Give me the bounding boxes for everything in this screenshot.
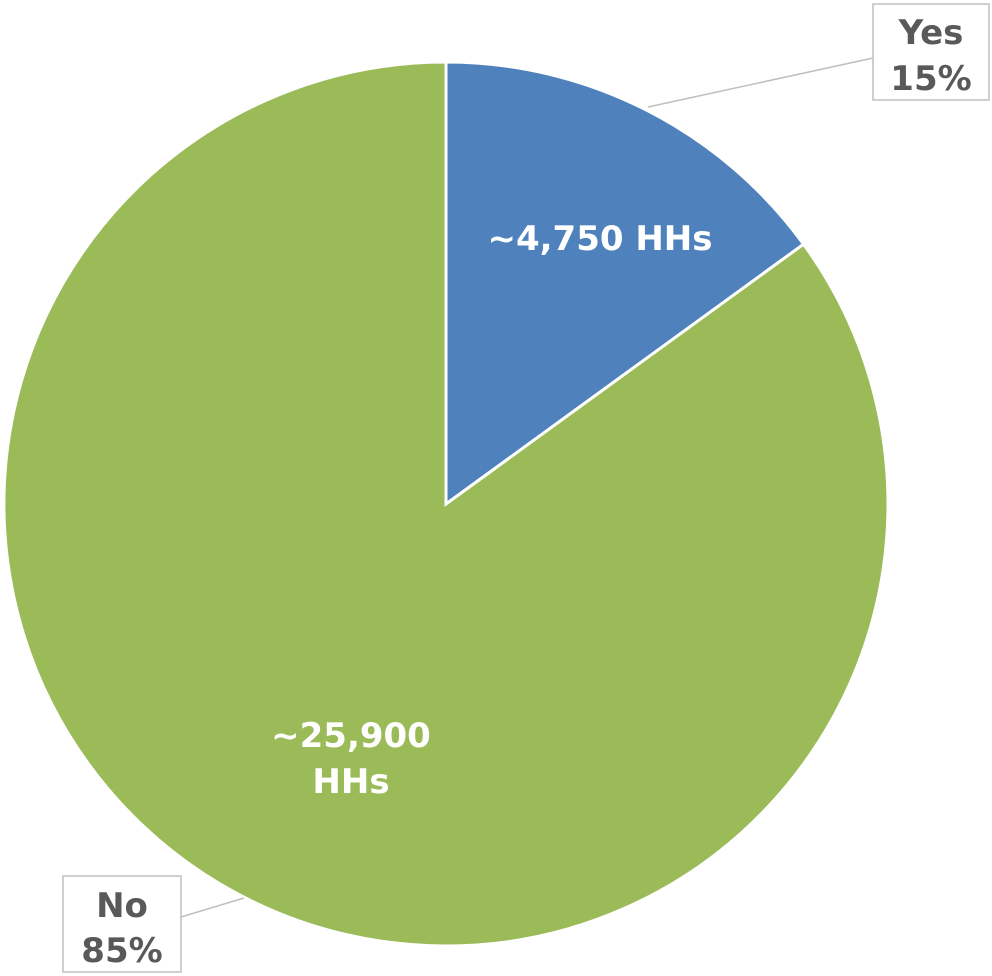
- data-label-yes: ~4,750 HHs: [487, 219, 712, 259]
- data-label-no: ~25,900 HHs: [271, 716, 431, 802]
- slice-yes: [444, 60, 806, 507]
- category-label-yes: Yes: [898, 13, 964, 53]
- percent-label-no: 85%: [81, 931, 162, 971]
- callout-box-yes: [872, 3, 990, 101]
- slice-no: [2, 60, 890, 948]
- data-label-line: ~4,750 HHs: [487, 219, 712, 259]
- callout-box-no: [62, 875, 182, 973]
- data-labels: ~4,750 HHs ~25,900 HHs: [271, 219, 712, 802]
- category-label-no: No: [96, 886, 148, 926]
- leader-lines: [180, 57, 874, 918]
- pie-slices: [2, 60, 890, 948]
- leader-line-no: [180, 897, 245, 918]
- category-callouts: Yes 15% No 85%: [62, 3, 990, 973]
- data-label-line: ~25,900: [271, 716, 431, 756]
- leader-line-yes: [647, 57, 874, 108]
- percent-label-yes: 15%: [890, 59, 971, 99]
- data-label-line: HHs: [312, 762, 389, 802]
